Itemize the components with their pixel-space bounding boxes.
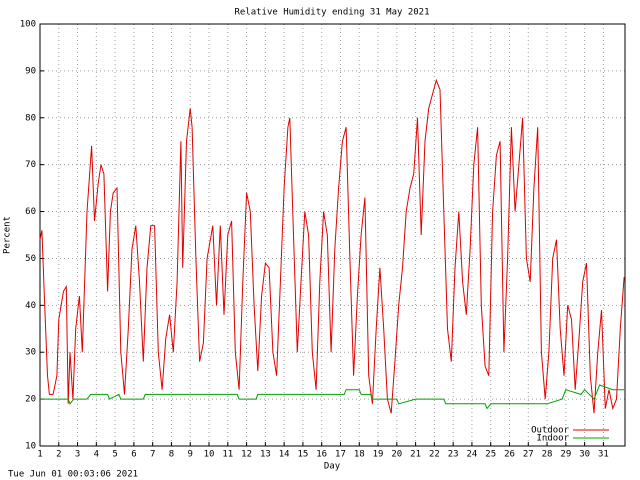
x-tick-label: 17: [335, 450, 346, 460]
x-tick-label: 5: [112, 450, 117, 460]
y-tick-label: 90: [25, 66, 36, 76]
x-tick-label: 18: [354, 450, 365, 460]
y-tick-label: 60: [25, 207, 36, 217]
x-tick-label: 30: [579, 450, 590, 460]
x-tick-label: 1: [37, 450, 42, 460]
x-tick-label: 14: [279, 450, 290, 460]
x-tick-label: 11: [222, 450, 233, 460]
legend-label: Indoor: [536, 434, 569, 444]
plot-border: [39, 23, 626, 447]
y-tick-label: 80: [25, 113, 36, 123]
timestamp: Tue Jun 01 00:03:06 2021: [8, 470, 138, 480]
chart-title: Relative Humidity ending 31 May 2021: [234, 8, 429, 18]
x-tick-label: 27: [523, 450, 534, 460]
x-tick-label: 31: [598, 450, 609, 460]
x-tick-label: 15: [297, 450, 308, 460]
y-tick-label: 40: [25, 301, 36, 311]
x-tick-label: 6: [131, 450, 136, 460]
x-tick-label: 13: [260, 450, 271, 460]
x-tick-label: 8: [169, 450, 174, 460]
x-tick-label: 26: [504, 450, 515, 460]
x-tick-label: 28: [542, 450, 553, 460]
x-tick-label: 3: [75, 450, 80, 460]
y-tick-label: 10: [25, 442, 36, 452]
y-tick-label: 70: [25, 160, 36, 170]
x-tick-label: 20: [391, 450, 402, 460]
x-tick-label: 9: [188, 450, 193, 460]
x-tick-label: 21: [410, 450, 421, 460]
x-tick-label: 4: [94, 450, 99, 460]
data-line: [39, 78, 625, 414]
data-line: [40, 384, 625, 410]
x-tick-label: 7: [150, 450, 155, 460]
y-tick-label: 100: [20, 20, 36, 30]
x-tick-label: 12: [241, 450, 252, 460]
x-tick-label: 25: [485, 450, 496, 460]
x-tick-label: 16: [316, 450, 327, 460]
y-tick-label: 20: [25, 395, 36, 405]
x-axis-label: Day: [324, 462, 341, 472]
y-axis-label: Percent: [3, 216, 13, 254]
x-tick-label: 29: [560, 450, 571, 460]
legend-label: Outdoor: [531, 426, 570, 436]
x-tick-label: 10: [204, 450, 215, 460]
x-tick-label: 19: [373, 450, 384, 460]
y-tick-label: 30: [25, 348, 36, 358]
x-tick-label: 24: [467, 450, 478, 460]
y-tick-label: 50: [25, 254, 36, 264]
x-tick-label: 23: [448, 450, 459, 460]
x-tick-label: 2: [56, 450, 61, 460]
x-tick-label: 22: [429, 450, 440, 460]
